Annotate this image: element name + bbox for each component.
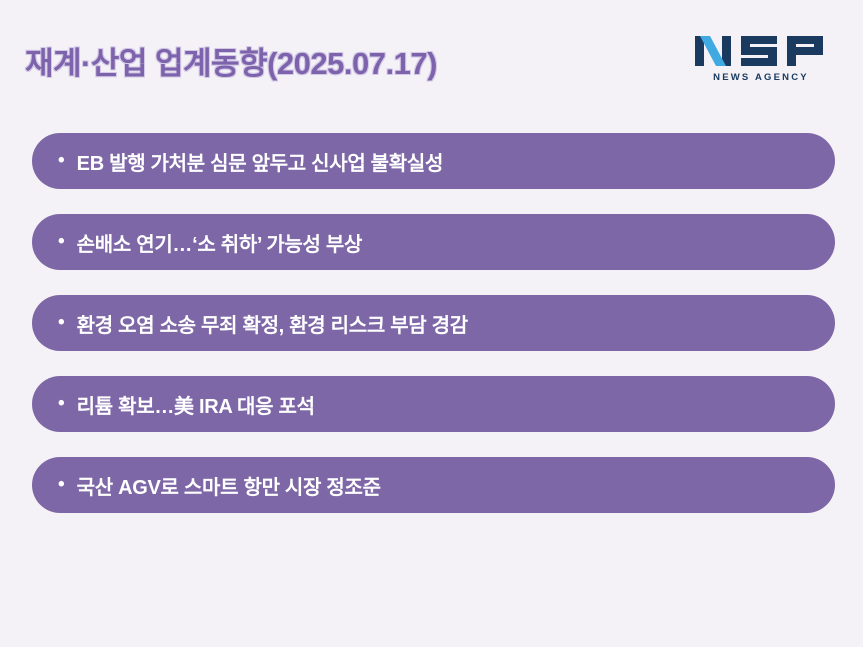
logo-letter-s <box>741 36 777 66</box>
headline-text: 국산 AGV로 스마트 항만 시장 정조준 <box>76 476 381 499</box>
headline-banner: • EB 발행 가처분 심문 앞두고 신사업 불확실성 <box>32 133 835 189</box>
headline-text: EB 발행 가처분 심문 앞두고 신사업 불확실성 <box>76 152 444 175</box>
logo-letter-p <box>787 36 823 66</box>
bullet-dot-icon: • <box>58 149 65 171</box>
headline-banner: • 리튬 확보…美 IRA 대응 포석 <box>32 376 835 432</box>
headline-banner: • 국산 AGV로 스마트 항만 시장 정조준 <box>32 457 835 513</box>
headline-text: 손배소 연기…‘소 취하’ 가능성 부상 <box>76 233 363 256</box>
bullet-dot-icon: • <box>58 392 65 414</box>
logo-letter-n <box>695 36 731 66</box>
nsp-news-agency-logo: NEWS AGENCY <box>695 36 823 83</box>
headline-text: 환경 오염 소송 무죄 확정, 환경 리스크 부담 경감 <box>76 314 469 337</box>
headline-banner: • 환경 오염 소송 무죄 확정, 환경 리스크 부담 경감 <box>32 295 835 351</box>
headline-list: • EB 발행 가처분 심문 앞두고 신사업 불확실성 • 손배소 연기…‘소 … <box>32 133 835 513</box>
bullet-dot-icon: • <box>58 230 65 252</box>
logo-subtitle: NEWS AGENCY <box>713 72 809 83</box>
bullet-dot-icon: • <box>58 473 65 495</box>
headline-text: 리튬 확보…美 IRA 대응 포석 <box>76 395 315 418</box>
bullet-dot-icon: • <box>58 311 65 333</box>
headline-banner: • 손배소 연기…‘소 취하’ 가능성 부상 <box>32 214 835 270</box>
page-title: 재계·산업 업계동향(2025.07.17) <box>25 46 437 81</box>
